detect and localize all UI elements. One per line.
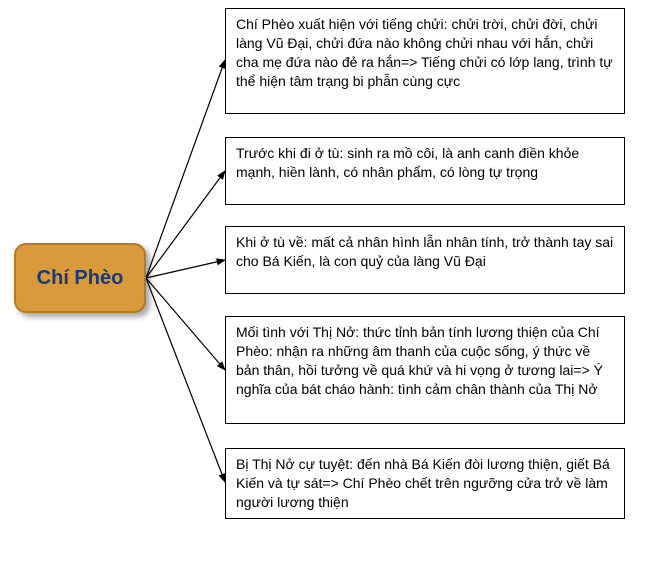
child-box-text: Mối tình với Thị Nở: thức tỉnh bản tính … (236, 324, 603, 397)
connector-line-1 (146, 171, 225, 278)
connector-line-0 (146, 60, 225, 278)
connector-line-2 (146, 260, 225, 278)
child-box-text: Bị Thị Nở cự tuyệt: đến nhà Bá Kiến đòi … (236, 456, 610, 510)
root-node-label: Chí Phèo (37, 267, 124, 290)
child-box-1: Trước khi đi ở tù: sinh ra mồ côi, là an… (225, 137, 625, 205)
child-box-3: Mối tình với Thị Nở: thức tỉnh bản tính … (225, 316, 625, 424)
connector-line-3 (146, 278, 225, 370)
child-box-4: Bị Thị Nở cự tuyệt: đến nhà Bá Kiến đòi … (225, 448, 625, 519)
root-node-chi-pheo: Chí Phèo (14, 243, 146, 313)
child-box-2: Khi ở tù về: mất cả nhân hình lẫn nhân t… (225, 226, 625, 294)
child-box-text: Chí Phèo xuất hiện với tiếng chửi: chửi … (236, 16, 613, 89)
connector-line-4 (146, 278, 225, 482)
child-box-text: Trước khi đi ở tù: sinh ra mồ côi, là an… (236, 145, 579, 180)
child-box-0: Chí Phèo xuất hiện với tiếng chửi: chửi … (225, 8, 625, 114)
child-box-text: Khi ở tù về: mất cả nhân hình lẫn nhân t… (236, 234, 613, 269)
